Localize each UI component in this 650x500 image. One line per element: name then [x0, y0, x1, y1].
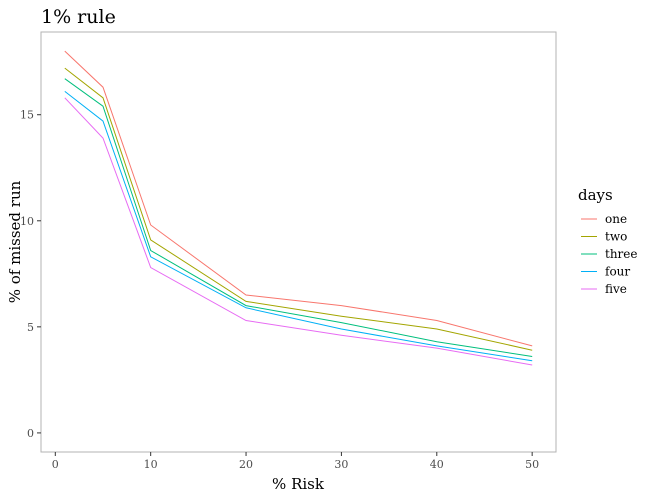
legend-item-one: one: [581, 212, 627, 226]
legend: days one two three four five: [578, 186, 638, 296]
y-axis-ticks: 0 5 10 15: [20, 109, 41, 440]
x-tick-label: 20: [239, 458, 253, 471]
legend-label: three: [605, 247, 638, 261]
series-line-two: [64, 67, 533, 351]
legend-label: five: [605, 282, 627, 296]
series-line-five: [64, 97, 533, 366]
legend-item-two: two: [581, 230, 627, 244]
y-axis-label: % of missed run: [6, 180, 24, 303]
legend-title: days: [578, 186, 613, 204]
chart-title: 1% rule: [41, 6, 116, 28]
series-line-three: [64, 78, 533, 357]
x-tick-label: 50: [525, 458, 539, 471]
x-tick-label: 10: [144, 458, 158, 471]
series-line-one: [64, 50, 533, 347]
series-lines: [64, 50, 533, 366]
x-tick-label: 40: [430, 458, 444, 471]
legend-item-four: four: [581, 265, 630, 279]
legend-label: one: [605, 212, 627, 226]
legend-item-five: five: [581, 282, 627, 296]
legend-items: one two three four five: [581, 212, 638, 296]
x-tick-label: 30: [334, 458, 348, 471]
plot-panel: [40, 31, 557, 453]
y-tick-label: 15: [20, 109, 34, 122]
legend-label: four: [605, 265, 630, 279]
x-axis-label: % Risk: [272, 475, 325, 493]
x-tick-label: 0: [52, 458, 59, 471]
legend-label: two: [605, 230, 627, 244]
x-axis-ticks: 0 10 20 30 40 50: [52, 452, 539, 471]
series-line-four: [64, 91, 533, 362]
y-tick-label: 0: [27, 427, 34, 440]
legend-item-three: three: [581, 247, 638, 261]
y-tick-label: 10: [20, 215, 34, 228]
y-tick-label: 5: [27, 321, 34, 334]
